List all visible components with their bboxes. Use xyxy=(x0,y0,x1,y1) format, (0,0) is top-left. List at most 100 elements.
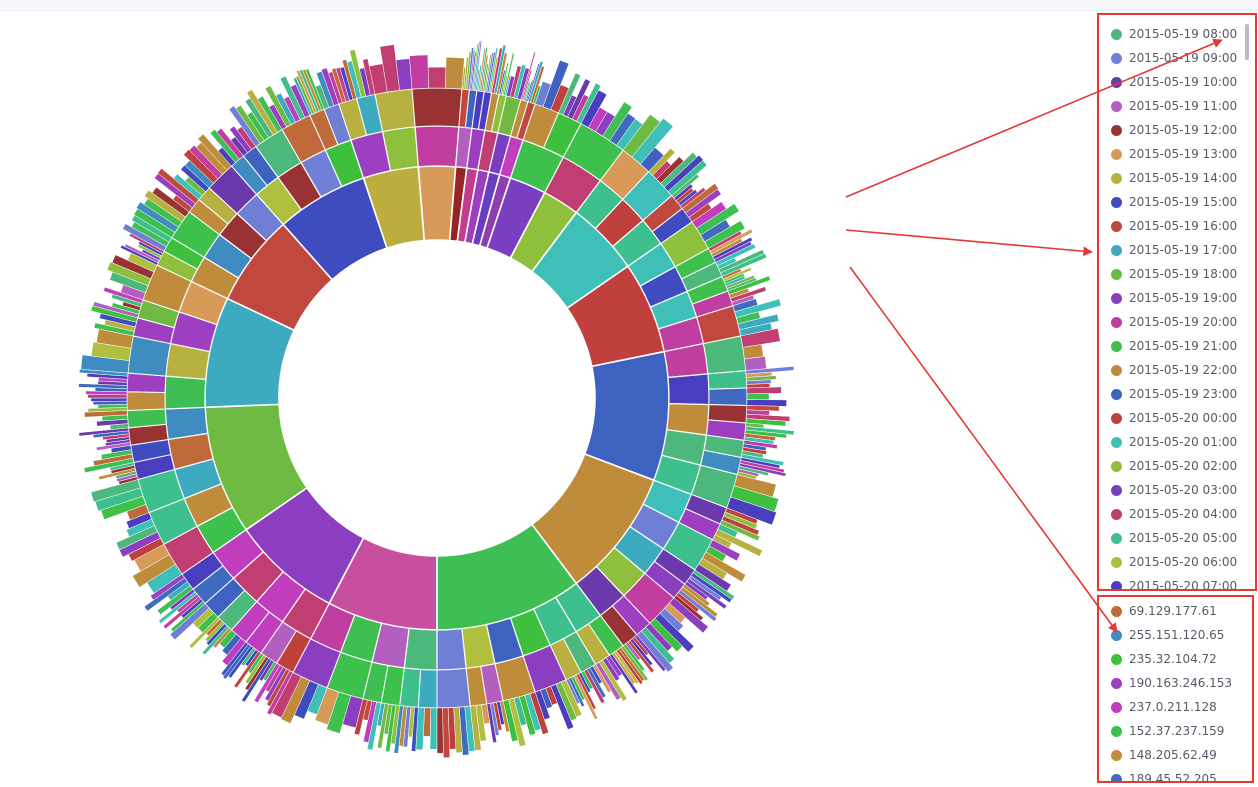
sunburst-segment-ring2[interactable] xyxy=(164,406,209,441)
legend-dot-icon xyxy=(1111,148,1122,160)
sunburst-segment-ring4[interactable] xyxy=(429,707,438,750)
legend-time-label: 2015-05-19 08:00 xyxy=(1129,27,1238,41)
legend-dot-icon xyxy=(1111,436,1122,448)
legend-time-item[interactable]: 2015-05-19 18:00 xyxy=(1099,262,1237,286)
legend-time-item[interactable]: 2015-05-20 01:00 xyxy=(1099,430,1237,454)
legend-ip-list: 69.129.177.61 255.151.120.65 235.32.104.72… xyxy=(1099,599,1232,783)
sunburst-segment-ring3[interactable] xyxy=(374,88,416,133)
sunburst-segment-ring4[interactable] xyxy=(445,56,465,90)
legend-time-item[interactable]: 2015-05-20 00:00 xyxy=(1099,406,1237,430)
legend-ip-item[interactable]: 69.129.177.61 xyxy=(1099,599,1232,623)
legend-ip-label: 69.129.177.61 xyxy=(1129,604,1217,618)
legend-time-item[interactable]: 2015-05-20 03:00 xyxy=(1099,478,1237,502)
sunburst-segment-ring2[interactable] xyxy=(436,628,467,671)
legend-time-item[interactable]: 2015-05-19 16:00 xyxy=(1099,214,1237,238)
sunburst-segment-ring3[interactable] xyxy=(436,667,471,709)
legend-time-item[interactable]: 2015-05-19 23:00 xyxy=(1099,382,1237,406)
sunburst-segment-ring2[interactable] xyxy=(667,373,710,406)
legend-time-item[interactable]: 2015-05-20 05:00 xyxy=(1099,526,1237,550)
legend-time-label: 2015-05-19 23:00 xyxy=(1129,387,1238,401)
sunburst-segment-ring4[interactable] xyxy=(436,707,444,754)
legend-time-item[interactable]: 2015-05-19 09:00 xyxy=(1099,46,1237,70)
legend-time-item[interactable]: 2015-05-20 06:00 xyxy=(1099,550,1237,574)
arrow-3 xyxy=(849,266,1118,633)
sunburst-segment-ring4[interactable] xyxy=(409,54,429,90)
legend-dot-icon xyxy=(1111,460,1122,472)
sunburst-segment-ring3[interactable] xyxy=(708,387,748,407)
legend-dot-icon xyxy=(1111,364,1122,376)
legend-scrollbar[interactable] xyxy=(1245,24,1249,60)
legend-dot-icon xyxy=(1111,76,1122,88)
legend-dot-icon xyxy=(1111,677,1122,689)
legend-time-item[interactable]: 2015-05-19 14:00 xyxy=(1099,166,1237,190)
legend-dot-icon xyxy=(1111,556,1122,568)
legend-time-item[interactable]: 2015-05-19 17:00 xyxy=(1099,238,1237,262)
sunburst-segment-ring4[interactable] xyxy=(746,393,770,401)
legend-time-label: 2015-05-19 15:00 xyxy=(1129,195,1238,209)
legend-time-label: 2015-05-19 09:00 xyxy=(1129,51,1238,65)
legend-time-item[interactable]: 2015-05-19 12:00 xyxy=(1099,118,1237,142)
legend-dot-icon xyxy=(1111,580,1122,589)
legend-time-label: 2015-05-20 00:00 xyxy=(1129,411,1238,425)
legend-ip-item[interactable]: 237.0.211.128 xyxy=(1099,695,1232,719)
legend-time-item[interactable]: 2015-05-20 07:00 xyxy=(1099,574,1237,589)
legend-time-label: 2015-05-19 22:00 xyxy=(1129,363,1238,377)
legend-dot-icon xyxy=(1111,340,1122,352)
legend-dot-icon xyxy=(1111,412,1122,424)
sunburst-segment-ring3[interactable] xyxy=(126,391,166,412)
legend-dot-icon xyxy=(1111,484,1122,496)
legend-time-item[interactable]: 2015-05-19 11:00 xyxy=(1099,94,1237,118)
legend-dot-icon xyxy=(1111,196,1122,208)
sunburst-segment-ring4[interactable] xyxy=(746,386,782,395)
legend-dot-icon xyxy=(1111,653,1122,665)
legend-dot-icon xyxy=(1111,52,1122,64)
legend-time-label: 2015-05-19 11:00 xyxy=(1129,99,1238,113)
legend-ip-item[interactable]: 189.45.52.205 xyxy=(1099,767,1232,783)
sunburst-chart xyxy=(78,40,795,758)
sunburst-segment-ring4[interactable] xyxy=(427,66,447,89)
legend-ip-label: 152.37.237.159 xyxy=(1129,724,1225,738)
legend-dot-icon xyxy=(1111,725,1122,737)
sunburst-segment-ring2[interactable] xyxy=(414,125,460,168)
legend-ip-label: 255.151.120.65 xyxy=(1129,628,1225,642)
sunburst-segment-ring3[interactable] xyxy=(411,87,463,128)
arrow-2 xyxy=(845,229,1093,257)
sunburst-segment-ring4[interactable] xyxy=(92,400,128,406)
legend-ip-item[interactable]: 190.163.246.153 xyxy=(1099,671,1232,695)
legend-ip-item[interactable]: 152.37.237.159 xyxy=(1099,719,1232,743)
legend-dot-icon xyxy=(1111,532,1122,544)
legend-time-item[interactable]: 2015-05-19 08:00 xyxy=(1099,22,1237,46)
legend-ip-item[interactable]: 148.205.62.49 xyxy=(1099,743,1232,767)
legend-time-item[interactable]: 2015-05-19 13:00 xyxy=(1099,142,1237,166)
legend-time-label: 2015-05-19 20:00 xyxy=(1129,315,1238,329)
legend-time-item[interactable]: 2015-05-20 04:00 xyxy=(1099,502,1237,526)
legend-ip-item[interactable]: 255.151.120.65 xyxy=(1099,623,1232,647)
legend-ip-label: 189.45.52.205 xyxy=(1129,772,1217,783)
sunburst-segment-ring3[interactable] xyxy=(417,668,438,709)
sunburst-segment-ring3[interactable] xyxy=(707,370,748,390)
legend-time-label: 2015-05-20 05:00 xyxy=(1129,531,1238,545)
legend-dot-icon xyxy=(1111,124,1122,136)
legend-dot-icon xyxy=(1111,172,1122,184)
legend-time-item[interactable]: 2015-05-19 19:00 xyxy=(1099,286,1237,310)
legend-time-item[interactable]: 2015-05-19 15:00 xyxy=(1099,190,1237,214)
legend-time-box: 2015-05-19 08:00 2015-05-19 09:00 2015-05-… xyxy=(1097,13,1257,591)
legend-dot-icon xyxy=(1111,268,1122,280)
sunburst-segment-ring2[interactable] xyxy=(403,627,438,671)
legend-time-item[interactable]: 2015-05-19 20:00 xyxy=(1099,310,1237,334)
sunburst-segment-ring2[interactable] xyxy=(164,375,207,410)
top-bar xyxy=(0,0,1258,11)
legend-time-item[interactable]: 2015-05-19 22:00 xyxy=(1099,358,1237,382)
legend-time-item[interactable]: 2015-05-19 21:00 xyxy=(1099,334,1237,358)
sunburst-segment-ring3[interactable] xyxy=(126,408,167,429)
legend-time-label: 2015-05-19 18:00 xyxy=(1129,267,1238,281)
legend-time-item[interactable]: 2015-05-19 10:00 xyxy=(1099,70,1237,94)
legend-time-item[interactable]: 2015-05-20 02:00 xyxy=(1099,454,1237,478)
sunburst-segment-ring4[interactable] xyxy=(90,397,128,402)
legend-dot-icon xyxy=(1111,773,1122,781)
legend-dot-icon xyxy=(1111,244,1122,256)
legend-time-label: 2015-05-20 02:00 xyxy=(1129,459,1238,473)
sunburst-segment-ring4[interactable] xyxy=(744,356,767,371)
legend-ip-item[interactable]: 235.32.104.72 xyxy=(1099,647,1232,671)
legend-time-label: 2015-05-20 03:00 xyxy=(1129,483,1238,497)
